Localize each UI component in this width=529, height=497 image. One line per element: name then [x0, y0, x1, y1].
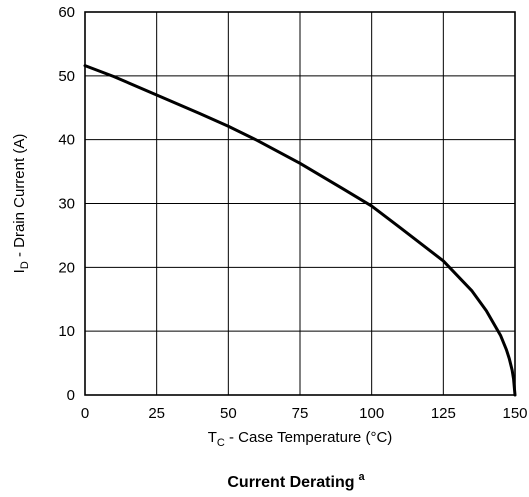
series-line-0 — [83, 64, 517, 397]
x-tick-label-100: 100 — [359, 405, 384, 422]
y-tick-label-0: 0 — [67, 387, 75, 404]
x-tick-label-125: 125 — [431, 405, 456, 422]
y-tick-labels: 0 10 20 30 40 50 60 — [58, 4, 75, 404]
y-tick-label-60: 60 — [58, 4, 75, 21]
x-axis-label-subscript: C — [217, 437, 225, 449]
y-tick-label-20: 20 — [58, 259, 75, 276]
chart-title: Current Derating a — [227, 471, 365, 491]
x-tick-label-0: 0 — [81, 405, 89, 422]
x-tick-label-25: 25 — [148, 405, 165, 422]
x-tick-labels: 0 25 50 75 100 125 150 — [81, 405, 528, 422]
y-axis-label-prefix: I — [11, 269, 28, 273]
y-axis-label: ID - Drain Current (A) — [11, 134, 31, 274]
y-axis-label-text: - Drain Current (A) — [11, 134, 28, 262]
plot-frame — [84, 11, 516, 396]
y-tick-label-50: 50 — [58, 68, 75, 85]
y-tick-label-30: 30 — [58, 196, 75, 213]
x-tick-label-50: 50 — [220, 405, 237, 422]
y-tick-label-10: 10 — [58, 323, 75, 340]
x-axis-label-text: - Case Temperature (°C) — [225, 429, 392, 446]
x-tick-label-150: 150 — [502, 405, 527, 422]
grid-lines — [84, 11, 516, 396]
x-axis-label: TC - Case Temperature (°C) — [208, 429, 393, 449]
chart-title-superscript: a — [359, 471, 366, 483]
series-layer — [83, 64, 517, 397]
y-tick-label-40: 40 — [58, 132, 75, 149]
y-axis-label-subscript: D — [19, 261, 31, 269]
x-tick-label-75: 75 — [292, 405, 309, 422]
x-axis-label-prefix: T — [208, 429, 217, 446]
chart-title-text: Current Derating — [227, 474, 354, 491]
